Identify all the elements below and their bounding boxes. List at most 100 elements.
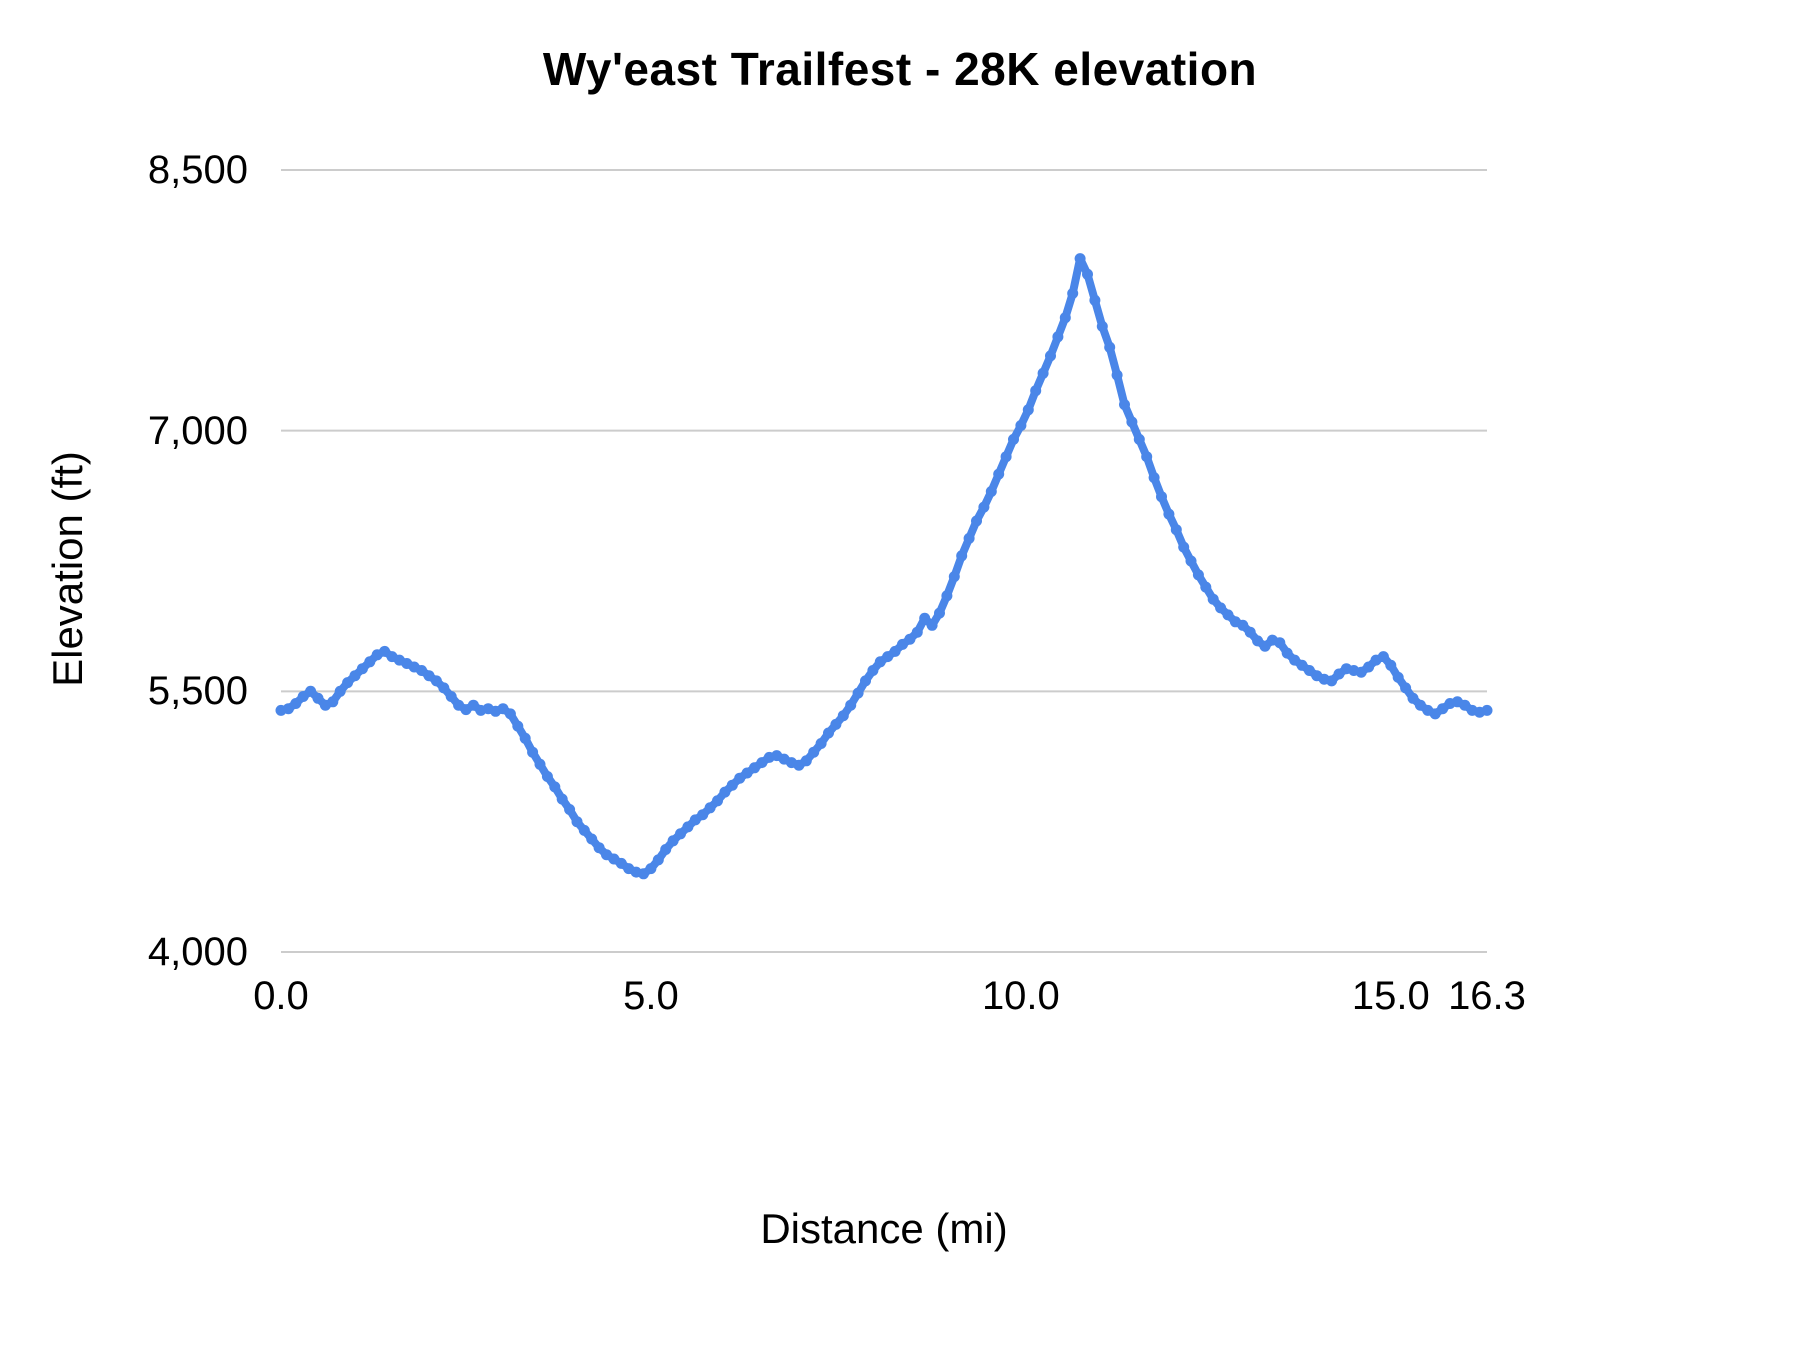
elevation-data-point: [971, 515, 982, 527]
elevation-data-point: [1281, 647, 1293, 659]
elevation-data-point: [556, 793, 568, 805]
elevation-data-point: [1207, 593, 1219, 605]
elevation-data-point: [578, 824, 590, 836]
elevation-data-point: [364, 656, 376, 668]
elevation-data-point: [430, 675, 442, 687]
y-tick-label-7,000: 7,000: [147, 408, 248, 453]
elevation-data-point: [1178, 541, 1190, 553]
elevation-data-point: [860, 675, 871, 687]
elevation-data-point: [948, 571, 960, 583]
elevation-data-point: [911, 626, 923, 638]
elevation-data-point: [963, 532, 975, 544]
elevation-data-point: [704, 802, 716, 814]
elevation-data-point: [586, 833, 598, 845]
elevation-data-point: [445, 691, 457, 702]
elevation-data-point: [1000, 451, 1012, 463]
elevation-data-point: [327, 696, 339, 708]
elevation-data-point: [541, 771, 553, 782]
elevation-data-point: [712, 795, 723, 807]
elevation-data-point: [660, 844, 672, 855]
elevation-data-point: [889, 645, 901, 657]
elevation-data-point: [1045, 350, 1056, 362]
elevation-data-point: [726, 779, 738, 791]
elevation-data-point: [1237, 619, 1249, 631]
elevation-data-point: [1037, 367, 1049, 379]
elevation-data-point: [564, 804, 576, 815]
elevation-data-point: [1126, 416, 1138, 428]
elevation-data-point: [815, 738, 827, 749]
y-tick-label-8,500: 8,500: [147, 148, 248, 192]
elevation-data-point: [978, 501, 990, 513]
elevation-data-point: [823, 727, 834, 739]
elevation-data-point: [697, 809, 709, 821]
elevation-data-point: [941, 590, 953, 602]
elevation-data-point: [1104, 341, 1116, 353]
elevation-data-point: [993, 468, 1005, 480]
y-tick-label-5,500: 5,500: [147, 669, 248, 714]
elevation-data-point: [845, 699, 857, 711]
elevation-data-point: [808, 746, 820, 758]
x-tick-label-5.0: 5.0: [623, 974, 679, 1018]
elevation-data-point: [904, 633, 916, 645]
elevation-data-point: [956, 550, 968, 562]
elevation-data-point: [1015, 420, 1027, 431]
elevation-data-point: [1363, 661, 1375, 673]
elevation-data-point: [1326, 675, 1338, 687]
elevation-data-point: [1407, 692, 1419, 704]
elevation-data-point: [1222, 609, 1234, 621]
elevation-data-point: [1385, 659, 1397, 671]
x-axis-title: Distance (mi): [760, 1205, 1008, 1252]
elevation-data-point: [1192, 569, 1204, 581]
elevation-data-point: [334, 685, 346, 697]
elevation-data-point: [1148, 472, 1160, 484]
x-tick-label-15.0: 15.0: [1351, 974, 1430, 1018]
elevation-data-point: [1052, 331, 1064, 343]
x-tick-label-16.3: 16.3: [1448, 974, 1526, 1018]
elevation-data-point: [1377, 651, 1389, 663]
elevation-data-point: [571, 816, 583, 828]
elevation-data-point: [645, 863, 657, 875]
elevation-data-point: [682, 821, 694, 833]
elevation-data-point: [667, 835, 679, 847]
elevation-data-point: [1082, 268, 1093, 280]
elevation-data-point: [1030, 385, 1042, 397]
elevation-data-point: [512, 720, 524, 732]
elevation-data-point: [719, 786, 731, 798]
elevation-data-point: [926, 619, 938, 631]
elevation-data-point: [1274, 637, 1286, 649]
elevation-data-point: [985, 486, 997, 497]
elevation-data-point: [852, 687, 864, 699]
elevation-data-point: [800, 755, 812, 767]
elevation-data-point: [652, 854, 664, 866]
elevation-data-point: [312, 692, 324, 704]
elevation-data-point: [675, 828, 686, 840]
elevation-data-point: [527, 746, 539, 758]
elevation-data-point: [1163, 508, 1175, 520]
elevation-data-point: [1392, 671, 1404, 683]
x-tick-label-0.0: 0.0: [253, 974, 309, 1018]
elevation-data-point: [342, 677, 354, 689]
elevation-data-point: [1170, 524, 1182, 536]
elevation-data-point: [919, 612, 931, 624]
elevation-data-point: [356, 663, 368, 675]
elevation-data-point: [1481, 704, 1493, 716]
elevation-data-point: [1119, 399, 1130, 411]
elevation-data-point: [1200, 581, 1212, 593]
elevation-data-point: [1244, 626, 1256, 638]
elevation-data-point: [1022, 404, 1034, 416]
elevation-data-point: [1156, 491, 1167, 503]
elevation-data-point: [837, 710, 849, 722]
elevation-data-point: [830, 718, 842, 730]
elevation-data-point: [349, 670, 361, 682]
elevation-data-point: [1008, 433, 1019, 445]
elevation-data-point: [1133, 433, 1145, 445]
elevation-data-point: [305, 685, 317, 697]
elevation-data-point: [1400, 682, 1412, 694]
elevation-data-point: [934, 607, 945, 619]
elevation-data-point: [593, 842, 605, 854]
elevation-data-point: [1215, 602, 1227, 614]
elevation-data-point: [1141, 451, 1153, 463]
elevation-data-point: [1259, 640, 1271, 652]
